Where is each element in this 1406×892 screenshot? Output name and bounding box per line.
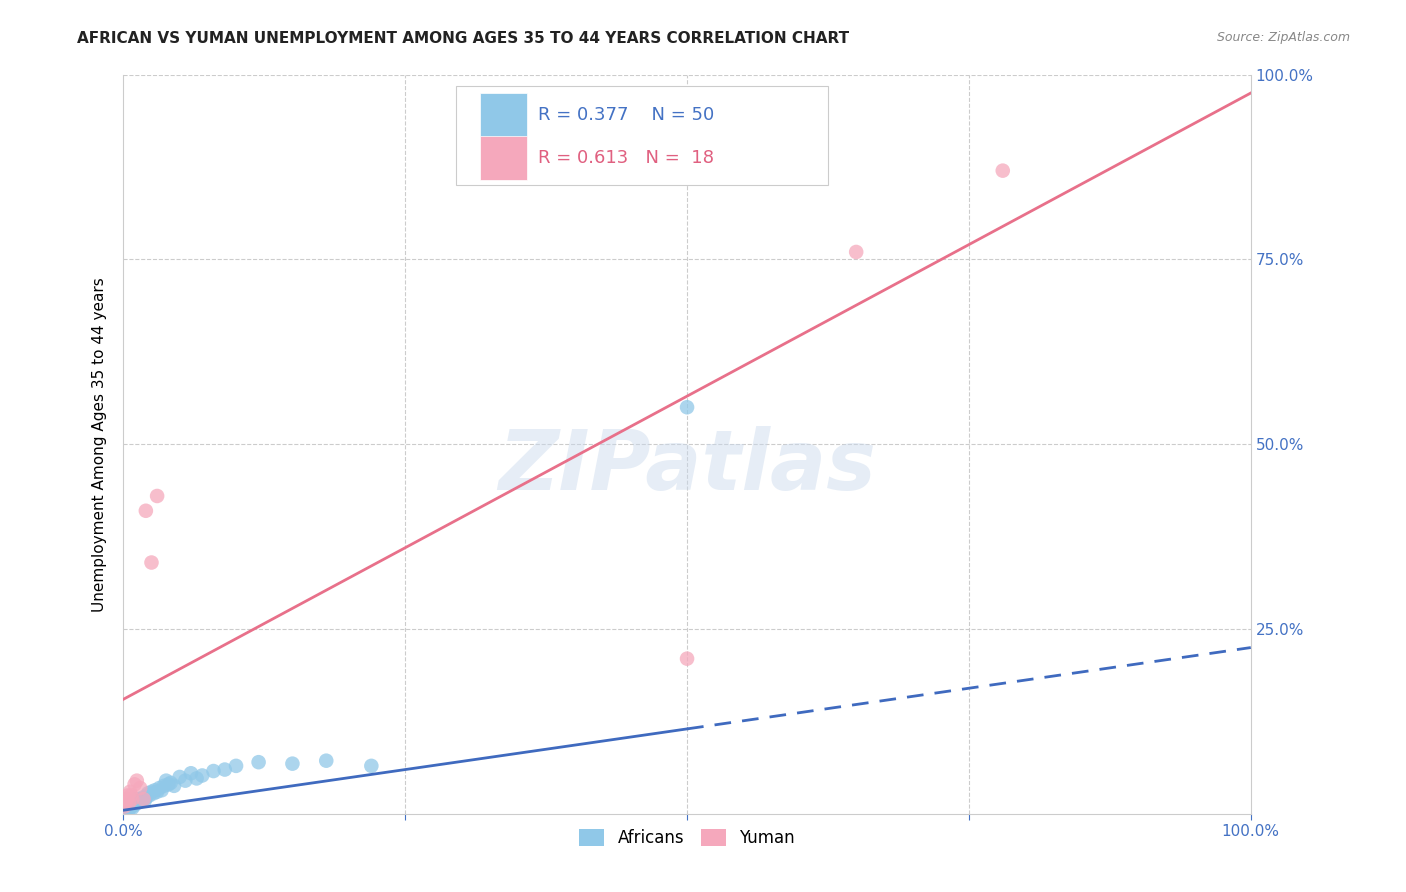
Point bbox=[118, 796, 141, 810]
Point bbox=[120, 785, 142, 799]
FancyBboxPatch shape bbox=[479, 94, 527, 137]
Point bbox=[146, 489, 169, 503]
Point bbox=[169, 770, 191, 784]
Point bbox=[125, 773, 148, 788]
Point bbox=[135, 504, 157, 518]
Point bbox=[991, 163, 1014, 178]
Point bbox=[225, 759, 247, 773]
Point bbox=[143, 783, 166, 797]
Point bbox=[135, 790, 157, 805]
Point bbox=[136, 786, 159, 800]
Point bbox=[845, 244, 868, 259]
Point bbox=[141, 785, 163, 799]
Point bbox=[114, 799, 136, 814]
Point bbox=[155, 773, 177, 788]
Point bbox=[129, 792, 152, 806]
Point bbox=[129, 780, 152, 795]
Point bbox=[120, 799, 142, 814]
Point bbox=[121, 792, 143, 806]
Point bbox=[115, 792, 138, 806]
Point bbox=[132, 792, 155, 806]
Point bbox=[180, 766, 202, 780]
Point bbox=[125, 796, 148, 810]
Point bbox=[138, 789, 160, 803]
Point bbox=[118, 798, 141, 813]
Legend: Africans, Yuman: Africans, Yuman bbox=[572, 822, 801, 854]
Point bbox=[315, 754, 337, 768]
Point bbox=[118, 803, 141, 817]
Point bbox=[114, 796, 136, 810]
Point bbox=[112, 799, 135, 814]
Point bbox=[122, 796, 145, 810]
Point bbox=[127, 794, 149, 808]
Point bbox=[125, 792, 148, 806]
Point bbox=[128, 795, 150, 809]
Point bbox=[676, 651, 699, 665]
Point bbox=[141, 556, 163, 570]
Point bbox=[186, 772, 208, 786]
Point bbox=[124, 798, 146, 813]
Point bbox=[132, 792, 155, 806]
Point bbox=[360, 759, 382, 773]
Text: Source: ZipAtlas.com: Source: ZipAtlas.com bbox=[1216, 31, 1350, 45]
Point bbox=[121, 801, 143, 815]
Point bbox=[281, 756, 304, 771]
Point bbox=[676, 401, 699, 415]
Point bbox=[115, 799, 138, 814]
Point bbox=[134, 794, 156, 808]
Point bbox=[112, 803, 135, 817]
Point bbox=[153, 779, 176, 793]
Point bbox=[191, 768, 214, 782]
Text: ZIPatlas: ZIPatlas bbox=[498, 425, 876, 507]
Point bbox=[121, 798, 143, 813]
Text: AFRICAN VS YUMAN UNEMPLOYMENT AMONG AGES 35 TO 44 YEARS CORRELATION CHART: AFRICAN VS YUMAN UNEMPLOYMENT AMONG AGES… bbox=[77, 31, 849, 46]
Point bbox=[174, 773, 197, 788]
Point bbox=[150, 783, 173, 797]
Point bbox=[214, 763, 236, 777]
Point bbox=[202, 764, 225, 778]
Point bbox=[136, 789, 159, 803]
Point bbox=[142, 786, 165, 800]
FancyBboxPatch shape bbox=[456, 86, 828, 186]
Point bbox=[163, 779, 186, 793]
Point bbox=[159, 776, 181, 790]
Text: R = 0.377    N = 50: R = 0.377 N = 50 bbox=[538, 106, 714, 124]
Text: R = 0.613   N =  18: R = 0.613 N = 18 bbox=[538, 149, 714, 167]
Point bbox=[148, 780, 170, 795]
Point bbox=[247, 755, 270, 769]
Point bbox=[124, 777, 146, 791]
Y-axis label: Unemployment Among Ages 35 to 44 years: Unemployment Among Ages 35 to 44 years bbox=[93, 277, 107, 612]
Point bbox=[146, 785, 169, 799]
Point bbox=[124, 794, 146, 808]
Point bbox=[117, 801, 139, 815]
Point bbox=[117, 789, 139, 803]
FancyBboxPatch shape bbox=[479, 136, 527, 179]
Point bbox=[157, 777, 180, 791]
Point bbox=[120, 799, 142, 814]
Point bbox=[131, 790, 153, 805]
Point bbox=[120, 789, 142, 803]
Point bbox=[131, 794, 153, 808]
